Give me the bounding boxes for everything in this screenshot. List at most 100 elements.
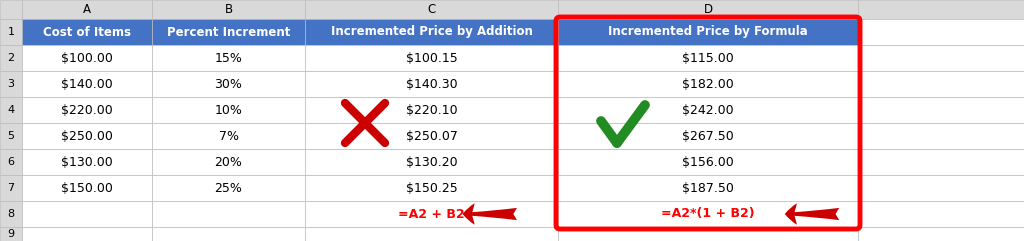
Text: $242.00: $242.00 <box>682 103 734 116</box>
Bar <box>558 123 858 149</box>
Bar <box>152 201 305 227</box>
Bar <box>305 71 558 97</box>
Text: 9: 9 <box>7 229 14 239</box>
Bar <box>558 201 858 227</box>
Text: $220.10: $220.10 <box>406 103 458 116</box>
Bar <box>0 227 22 241</box>
Text: $100.15: $100.15 <box>406 52 458 65</box>
Bar <box>0 45 22 71</box>
Text: 7: 7 <box>7 183 14 193</box>
Bar <box>0 97 22 123</box>
Bar <box>305 97 558 123</box>
Bar <box>558 97 858 123</box>
Bar <box>558 149 858 175</box>
Bar <box>305 201 558 227</box>
Bar <box>22 201 152 227</box>
Text: $150.25: $150.25 <box>406 181 458 194</box>
Text: C: C <box>427 3 435 16</box>
Text: Cost of Items: Cost of Items <box>43 26 131 39</box>
Bar <box>558 0 858 19</box>
Text: $250.07: $250.07 <box>406 129 458 142</box>
Bar <box>558 175 858 201</box>
Text: 10%: 10% <box>215 103 243 116</box>
Bar <box>0 175 22 201</box>
Bar <box>22 123 152 149</box>
Text: $130.20: $130.20 <box>406 155 458 168</box>
Text: A: A <box>83 3 91 16</box>
Text: 3: 3 <box>7 79 14 89</box>
Bar <box>558 227 858 241</box>
Bar <box>22 97 152 123</box>
Bar <box>0 123 22 149</box>
Text: Incremented Price by Addition: Incremented Price by Addition <box>331 26 532 39</box>
Text: $140.00: $140.00 <box>61 78 113 91</box>
Text: $182.00: $182.00 <box>682 78 734 91</box>
Text: 2: 2 <box>7 53 14 63</box>
Text: 1: 1 <box>7 27 14 37</box>
Bar <box>152 149 305 175</box>
Text: $115.00: $115.00 <box>682 52 734 65</box>
Text: $250.00: $250.00 <box>61 129 113 142</box>
Bar <box>858 45 1024 71</box>
Text: $267.50: $267.50 <box>682 129 734 142</box>
Text: 15%: 15% <box>215 52 243 65</box>
Text: $220.00: $220.00 <box>61 103 113 116</box>
Bar <box>858 19 1024 45</box>
Bar <box>858 227 1024 241</box>
Text: D: D <box>703 3 713 16</box>
Bar <box>858 175 1024 201</box>
Bar <box>22 0 152 19</box>
Text: 6: 6 <box>7 157 14 167</box>
Text: $130.00: $130.00 <box>61 155 113 168</box>
Bar <box>858 71 1024 97</box>
Bar <box>0 0 22 19</box>
Bar <box>305 0 558 19</box>
Text: $100.00: $100.00 <box>61 52 113 65</box>
Bar <box>558 45 858 71</box>
Text: 5: 5 <box>7 131 14 141</box>
Bar <box>305 123 558 149</box>
Bar <box>0 149 22 175</box>
Bar <box>305 19 558 45</box>
Text: Incremented Price by Formula: Incremented Price by Formula <box>608 26 808 39</box>
Bar <box>305 175 558 201</box>
Bar <box>858 0 1024 19</box>
Text: Percent Increment: Percent Increment <box>167 26 290 39</box>
Bar <box>858 149 1024 175</box>
Text: $150.00: $150.00 <box>61 181 113 194</box>
Text: $156.00: $156.00 <box>682 155 734 168</box>
Bar <box>858 97 1024 123</box>
Bar <box>152 123 305 149</box>
Bar <box>858 123 1024 149</box>
Bar <box>0 71 22 97</box>
Text: 20%: 20% <box>215 155 243 168</box>
Bar <box>858 201 1024 227</box>
Bar <box>558 19 858 45</box>
Bar <box>22 227 152 241</box>
Text: =A2 + B2: =A2 + B2 <box>398 208 465 221</box>
Text: $140.30: $140.30 <box>406 78 458 91</box>
Bar <box>305 149 558 175</box>
Bar <box>0 19 22 45</box>
Bar <box>152 97 305 123</box>
Bar <box>22 19 152 45</box>
Text: 4: 4 <box>7 105 14 115</box>
Text: B: B <box>224 3 232 16</box>
Text: 8: 8 <box>7 209 14 219</box>
Bar <box>152 71 305 97</box>
Text: $187.50: $187.50 <box>682 181 734 194</box>
Bar <box>22 71 152 97</box>
Text: =A2*(1 + B2): =A2*(1 + B2) <box>662 208 755 221</box>
Bar <box>305 227 558 241</box>
Text: 25%: 25% <box>215 181 243 194</box>
Bar <box>305 45 558 71</box>
Bar <box>152 175 305 201</box>
Bar <box>558 71 858 97</box>
Bar <box>152 227 305 241</box>
Text: 30%: 30% <box>215 78 243 91</box>
Bar <box>152 45 305 71</box>
Bar <box>22 175 152 201</box>
Bar <box>0 201 22 227</box>
Bar <box>22 45 152 71</box>
Bar <box>152 19 305 45</box>
